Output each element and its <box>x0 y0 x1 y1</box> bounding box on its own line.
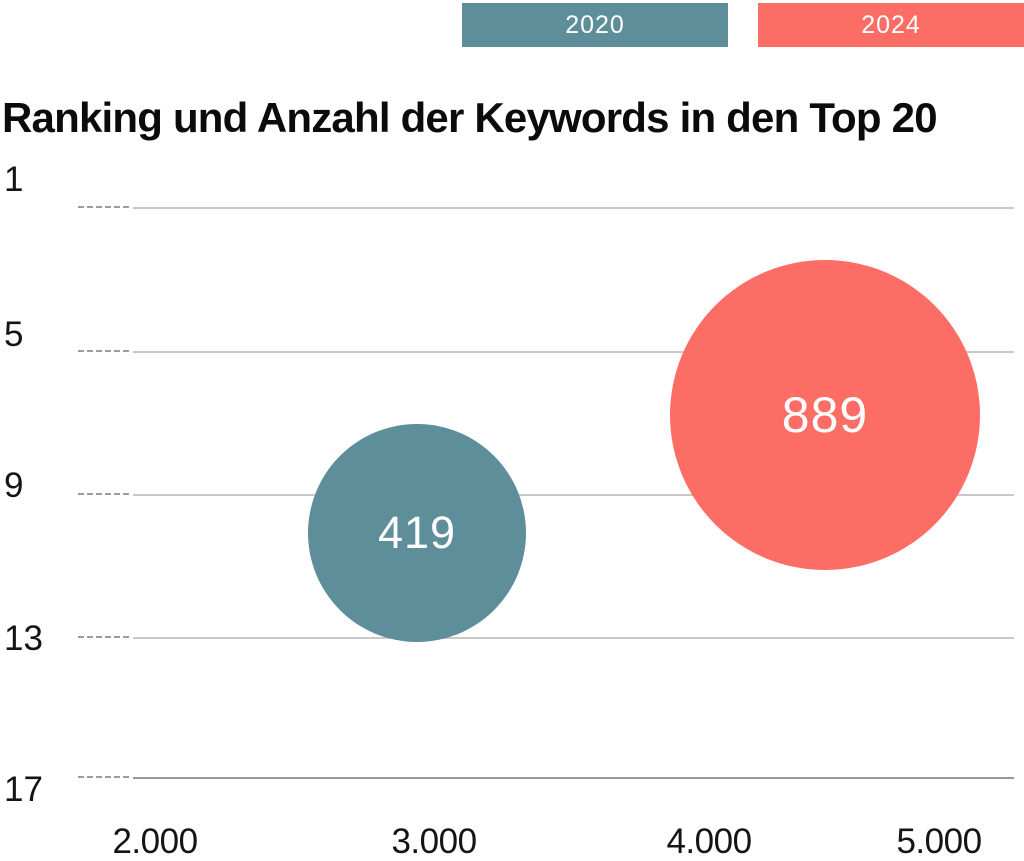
legend-item-2020[interactable]: 2020 <box>462 3 728 47</box>
gridline-dash <box>78 636 129 638</box>
legend-label-2024: 2024 <box>861 10 921 39</box>
gridline-dash <box>78 206 129 208</box>
y-tick-17: 17 <box>4 770 43 809</box>
bubble-2020-value: 419 <box>377 507 457 558</box>
bubble-2024-value: 889 <box>781 387 869 443</box>
gridline <box>133 207 1014 209</box>
bubble-2024[interactable]: 889 <box>670 260 980 570</box>
gridline-dash <box>78 350 129 352</box>
gridline <box>133 351 1014 353</box>
gridline <box>133 637 1014 639</box>
x-tick-3000: 3.000 <box>391 822 477 861</box>
x-tick-5000: 5.000 <box>896 822 982 861</box>
chart-title: Ranking und Anzahl der Keywords in den T… <box>2 94 938 141</box>
gridline <box>133 494 1014 496</box>
y-tick-9: 9 <box>4 466 24 505</box>
y-tick-1: 1 <box>4 160 24 199</box>
gridline-baseline <box>133 777 1014 779</box>
gridline-dash <box>78 493 129 495</box>
legend-label-2020: 2020 <box>565 10 625 39</box>
y-tick-13: 13 <box>4 619 43 658</box>
legend-item-2024[interactable]: 2024 <box>758 3 1024 47</box>
bubble-2020[interactable]: 419 <box>308 424 526 642</box>
y-tick-5: 5 <box>4 315 24 354</box>
x-tick-2000: 2.000 <box>112 822 198 861</box>
gridline-dash <box>78 776 129 778</box>
x-tick-4000: 4.000 <box>666 822 752 861</box>
